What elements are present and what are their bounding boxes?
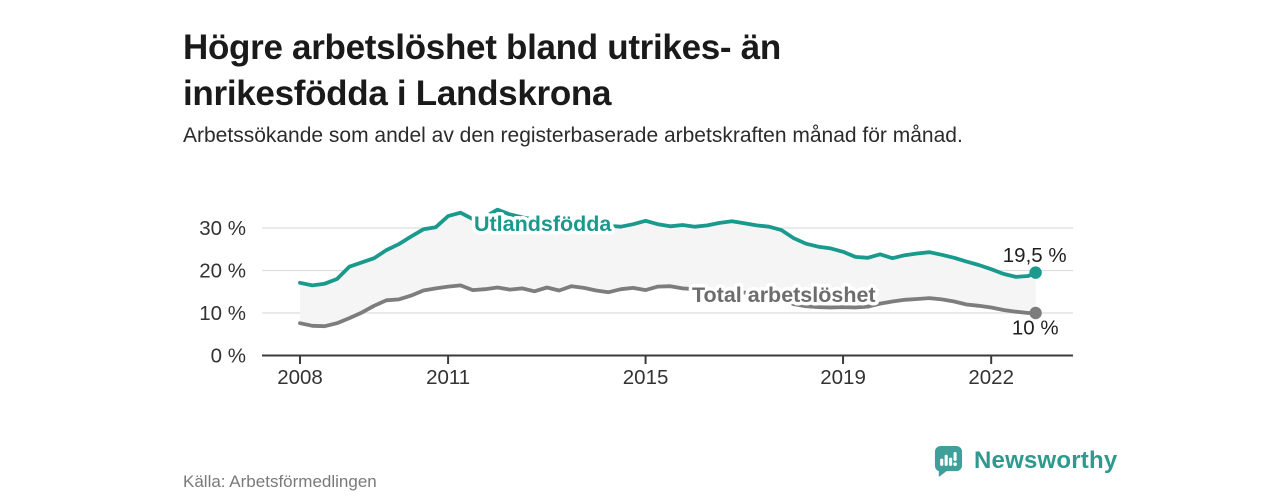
series-label-total: Total arbetslöshet xyxy=(692,283,876,307)
end-value-label-total: 10 % xyxy=(1012,317,1059,340)
series-line-utlandsfodda xyxy=(298,207,1038,288)
source-note: Källa: Arbetsförmedlingen xyxy=(183,472,377,491)
end-dot-utlandsfodda xyxy=(1029,266,1042,279)
series-label-utlandsfodda: Utlandsfödda xyxy=(474,212,612,236)
page-subtitle: Arbetssökande som andel av den registerb… xyxy=(183,124,963,147)
brand-name: Newsworthy xyxy=(974,446,1118,474)
series-line-total xyxy=(298,283,1038,329)
y-tick-label: 10 % xyxy=(199,302,246,325)
page-title: Högre arbetslöshet bland utrikes- än inr… xyxy=(183,28,781,113)
x-tick-label: 2019 xyxy=(820,366,866,389)
y-tick-label: 20 % xyxy=(199,260,246,283)
area-fill xyxy=(300,209,1036,327)
brand-logo: Newsworthy xyxy=(933,444,1117,477)
x-tick-label: 2022 xyxy=(968,366,1014,389)
x-tick-label: 2008 xyxy=(277,366,323,389)
x-tick-label: 2015 xyxy=(623,366,669,389)
y-tick-label: 30 % xyxy=(199,217,246,240)
y-tick-label: 0 % xyxy=(211,345,246,368)
newsworthy-icon xyxy=(934,445,963,477)
unemployment-line-chart: 0 % 10 % 20 % 30 % 2008 2011 2015 2019 2022 Utlan… xyxy=(199,207,1073,389)
x-tick-label: 2011 xyxy=(426,366,470,389)
end-dot-total xyxy=(1029,306,1042,320)
end-value-label-utlandsfodda: 19,5 % xyxy=(1003,244,1067,267)
